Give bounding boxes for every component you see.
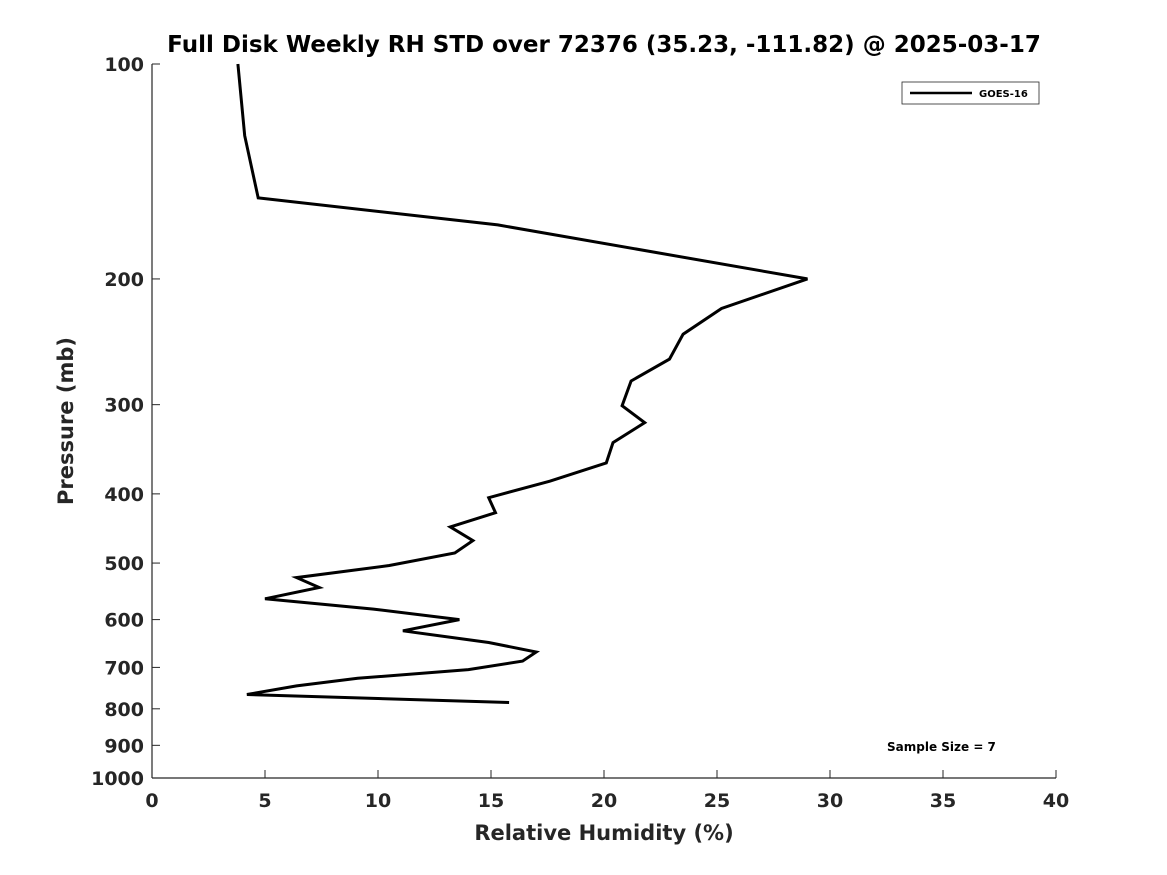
x-tick-label: 10	[365, 790, 391, 812]
y-tick-label: 1000	[91, 768, 144, 790]
y-tick-label: 900	[104, 735, 144, 757]
sample-size-annotation: Sample Size = 7	[887, 740, 996, 754]
y-tick-label: 200	[104, 269, 144, 291]
series-layer	[236, 63, 808, 704]
y-tick-label: 800	[104, 699, 144, 721]
plot-frame	[151, 64, 1056, 779]
x-tick-label: 0	[145, 790, 158, 812]
y-axis-title: Pressure (mb)	[54, 337, 78, 505]
y-tick-label: 500	[104, 553, 144, 575]
x-tick-label: 5	[258, 790, 271, 812]
chart-title: Full Disk Weekly RH STD over 72376 (35.2…	[167, 32, 1041, 58]
y-tick-label: 100	[104, 54, 144, 76]
x-tick-label: 25	[704, 790, 730, 812]
x-tick-label: 15	[478, 790, 504, 812]
legend-label-goes-16: GOES-16	[979, 89, 1028, 100]
x-tick-label: 35	[930, 790, 956, 812]
y-tick-label: 700	[104, 657, 144, 679]
x-axis-ticks: 0 5 10 15 20 25 30 35 40	[145, 770, 1069, 812]
legend: GOES-16	[901, 81, 1040, 105]
x-tick-label: 40	[1043, 790, 1069, 812]
x-axis-title: Relative Humidity (%)	[474, 821, 733, 845]
x-tick-label: 20	[591, 790, 617, 812]
series-line-goes-16	[236, 63, 808, 704]
y-tick-label: 400	[104, 484, 144, 506]
x-tick-label: 30	[817, 790, 843, 812]
y-tick-label: 600	[104, 610, 144, 632]
y-tick-label: 300	[104, 395, 144, 417]
y-axis-ticks: 100 200 300 400 500 600 700 800 900 1000	[91, 54, 160, 790]
